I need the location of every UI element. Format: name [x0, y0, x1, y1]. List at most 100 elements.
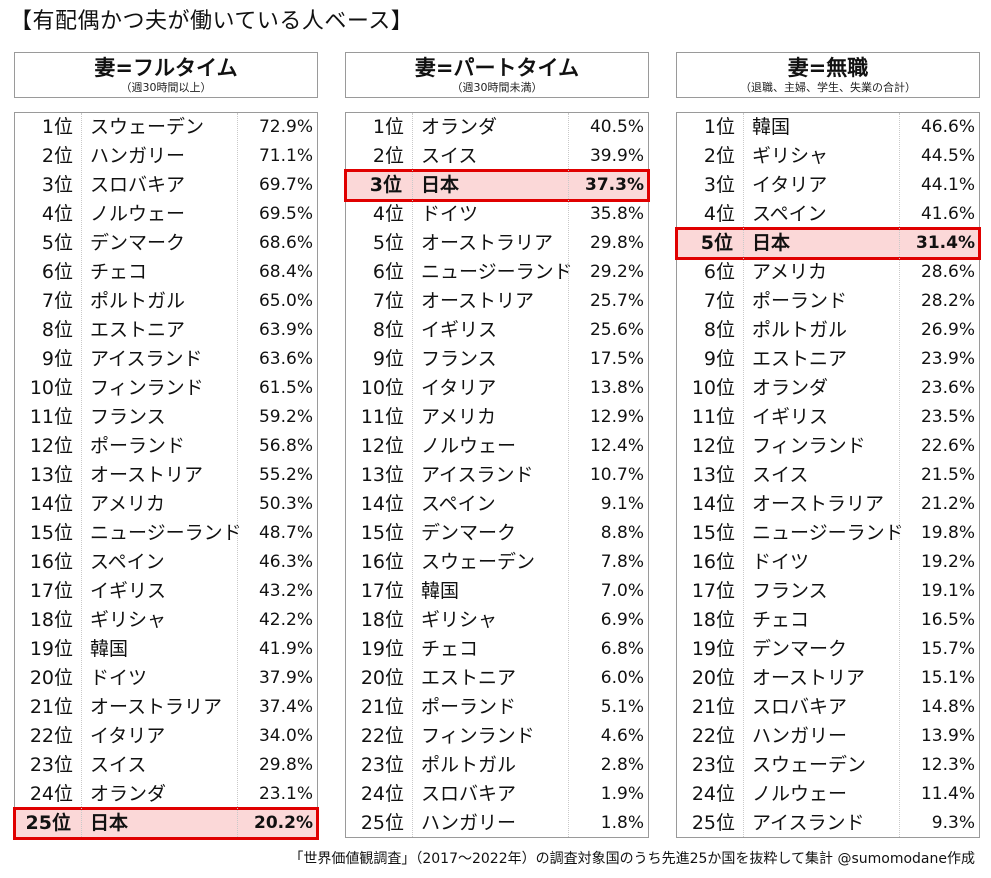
country-cell: スウェーデン: [90, 116, 205, 138]
value-cell: 44.1%: [920, 175, 975, 195]
panel-subtitle: （週30時間以上）: [120, 81, 212, 94]
table-row: 23位 ポルトガル 2.8%: [346, 751, 648, 780]
value-cell: 25.6%: [589, 320, 644, 340]
panel-fulltime: 妻=フルタイム （週30時間以上） 1位 スウェーデン 72.9% 2位 ハンガリー 71…: [13, 52, 319, 840]
country-cell: ノルウェー: [752, 783, 848, 805]
country-cell: 韓国: [421, 580, 460, 602]
table-row: 13位 スイス 21.5%: [677, 461, 979, 490]
value-cell: 1.9%: [600, 784, 644, 804]
table-row: 17位 イギリス 43.2%: [15, 577, 317, 606]
source-footer: 「世界価値観調査」（2017～2022年）の調査対象国のうち先進25か国を抜粋し…: [289, 851, 975, 867]
country-cell: スイス: [90, 754, 147, 776]
value-cell: 68.6%: [258, 233, 313, 253]
country-cell: ポルトガル: [421, 754, 517, 776]
rank-cell: 7位: [703, 290, 735, 312]
rank-cell: 14位: [360, 493, 404, 515]
value-cell: 9.1%: [600, 494, 644, 514]
value-cell: 46.3%: [258, 552, 313, 572]
table-row: 24位 ノルウェー 11.4%: [677, 780, 979, 809]
country-cell: 日本: [752, 232, 791, 254]
value-cell: 68.4%: [258, 262, 313, 282]
rank-cell: 21位: [360, 696, 404, 718]
country-cell: ドイツ: [752, 551, 810, 573]
table-row: 19位 デンマーク 15.7%: [677, 635, 979, 664]
rank-cell: 23位: [691, 754, 735, 776]
country-cell: スウェーデン: [752, 754, 867, 776]
table-row: 2位 ハンガリー 71.1%: [15, 142, 317, 171]
rank-cell: 15位: [691, 522, 735, 544]
rank-cell: 22位: [29, 725, 73, 747]
value-cell: 23.5%: [920, 407, 975, 427]
rank-cell: 5位: [372, 232, 404, 254]
rank-cell: 18位: [29, 609, 73, 631]
value-cell: 65.0%: [258, 291, 313, 311]
country-cell: スロバキア: [421, 783, 517, 805]
value-cell: 25.7%: [589, 291, 644, 311]
table-row: 22位 ハンガリー 13.9%: [677, 722, 979, 751]
value-cell: 8.8%: [600, 523, 644, 543]
country-cell: ポルトガル: [752, 319, 848, 341]
value-cell: 19.2%: [920, 552, 975, 572]
value-cell: 40.5%: [589, 117, 644, 137]
rank-cell: 7位: [372, 290, 404, 312]
country-cell: オーストラリア: [752, 493, 885, 515]
table-row: 8位 エストニア 63.9%: [15, 316, 317, 345]
value-cell: 13.8%: [589, 378, 644, 398]
rank-cell: 5位: [700, 232, 733, 254]
rank-cell: 10位: [360, 377, 404, 399]
rank-cell: 16位: [29, 551, 73, 573]
value-cell: 23.6%: [920, 378, 975, 398]
table-row: 9位 アイスランド 63.6%: [15, 345, 317, 374]
table-row: 15位 ニュージーランド 19.8%: [677, 519, 979, 548]
country-cell: スペイン: [90, 551, 165, 573]
table-row: 4位 ノルウェー 69.5%: [15, 200, 317, 229]
country-cell: スペイン: [421, 493, 496, 515]
rank-cell: 13位: [691, 464, 735, 486]
country-cell: イタリア: [752, 174, 828, 196]
table-row: 22位 フィンランド 4.6%: [346, 722, 648, 751]
value-cell: 6.0%: [600, 668, 644, 688]
table-row: 15位 デンマーク 8.8%: [346, 519, 648, 548]
table-row: 14位 スペイン 9.1%: [346, 490, 648, 519]
rank-cell: 12位: [691, 435, 735, 457]
table-row: 5位 オーストラリア 29.8%: [346, 229, 648, 258]
value-cell: 1.8%: [600, 813, 644, 833]
table-row: 18位 チェコ 16.5%: [677, 606, 979, 635]
country-cell: ノルウェー: [90, 203, 186, 225]
country-cell: ハンガリー: [421, 812, 517, 834]
table-row: 11位 フランス 59.2%: [15, 403, 317, 432]
rank-cell: 9位: [41, 348, 73, 370]
country-cell: 日本: [90, 812, 129, 834]
country-cell: ギリシャ: [752, 145, 829, 167]
rank-cell: 19位: [691, 638, 735, 660]
value-cell: 37.4%: [258, 697, 313, 717]
country-cell: エストニア: [90, 319, 186, 341]
country-cell: ニュージーランド: [90, 522, 242, 544]
rank-cell: 13位: [29, 464, 73, 486]
rank-cell: 3位: [41, 174, 73, 196]
table-row: 18位 ギリシャ 42.2%: [15, 606, 317, 635]
rank-cell: 24位: [29, 783, 73, 805]
value-cell: 55.2%: [258, 465, 313, 485]
value-cell: 28.2%: [920, 291, 975, 311]
value-cell: 56.8%: [258, 436, 313, 456]
country-cell: ニュージーランド: [752, 522, 904, 544]
rank-cell: 3位: [369, 174, 402, 196]
rank-cell: 1位: [41, 116, 73, 138]
table-row: 19位 韓国 41.9%: [15, 635, 317, 664]
rank-cell: 18位: [691, 609, 735, 631]
rank-cell: 9位: [703, 348, 735, 370]
rank-cell: 25位: [691, 812, 735, 834]
value-cell: 39.9%: [589, 146, 644, 166]
rank-cell: 9位: [372, 348, 404, 370]
table-row: 17位 フランス 19.1%: [677, 577, 979, 606]
value-cell: 21.5%: [920, 465, 975, 485]
rank-cell: 2位: [41, 145, 73, 167]
value-cell: 15.1%: [920, 668, 975, 688]
table-row: 12位 フィンランド 22.6%: [677, 432, 979, 461]
value-cell: 7.0%: [600, 581, 644, 601]
table-row: 15位 ニュージーランド 48.7%: [15, 519, 317, 548]
country-cell: イギリス: [90, 580, 167, 602]
value-cell: 69.7%: [258, 175, 313, 195]
table-row: 1位 オランダ 40.5%: [346, 113, 648, 142]
